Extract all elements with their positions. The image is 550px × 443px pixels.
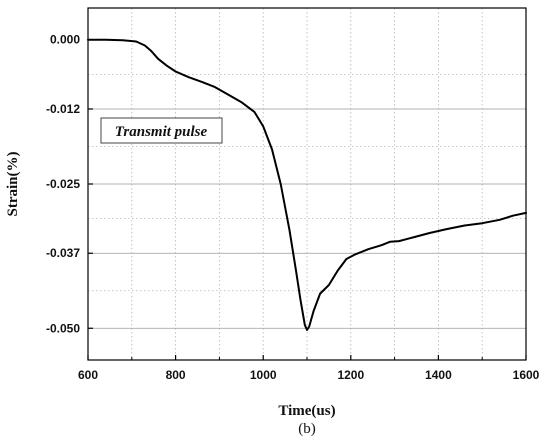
y-tick-label: -0.037 [46,246,80,260]
x-axis-title: Time(us) [278,403,335,419]
x-tick-label: 1000 [250,368,277,382]
x-tick-label: 800 [166,368,186,382]
x-tick-label: 1200 [337,368,364,382]
x-tick-label: 1400 [425,368,452,382]
y-tick-label: -0.050 [46,321,80,335]
x-tick-label: 1600 [513,368,540,382]
series-layer [87,38,527,331]
y-tick-label: 0.000 [50,33,80,47]
annotation-label: Transmit pulse [115,124,208,140]
axis-ticks: 600 800 1000 1200 1400 1600 0.000 -0.012 -0.025 -… [46,33,540,382]
y-axis-title: Strain(%) [5,152,21,217]
annotation-box: Transmit pulse [100,117,223,144]
grid-lines [88,8,526,360]
figure-caption: (b) [298,421,316,437]
y-tick-label: -0.012 [46,102,80,116]
annotation-frame [100,117,223,144]
y-tick-label: -0.025 [46,177,80,191]
strain-series-line [87,38,527,331]
x-tick-label: 600 [78,368,98,382]
